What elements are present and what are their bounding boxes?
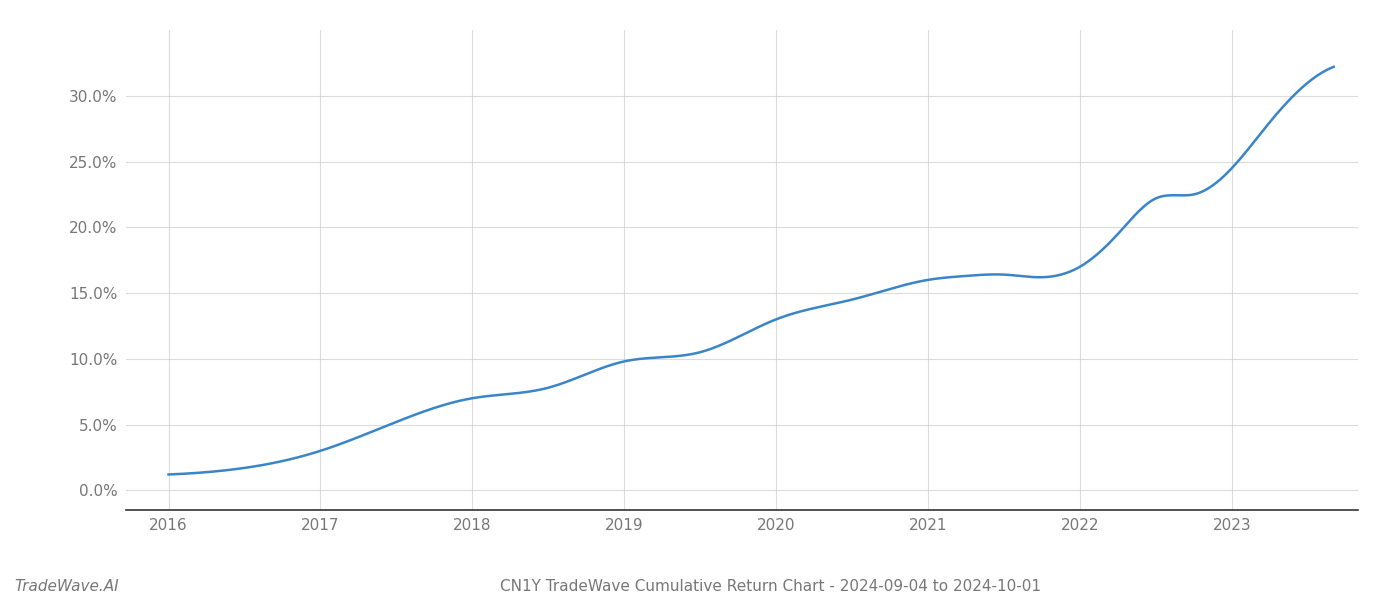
Text: TradeWave.AI: TradeWave.AI bbox=[14, 579, 119, 594]
Text: CN1Y TradeWave Cumulative Return Chart - 2024-09-04 to 2024-10-01: CN1Y TradeWave Cumulative Return Chart -… bbox=[500, 579, 1040, 594]
